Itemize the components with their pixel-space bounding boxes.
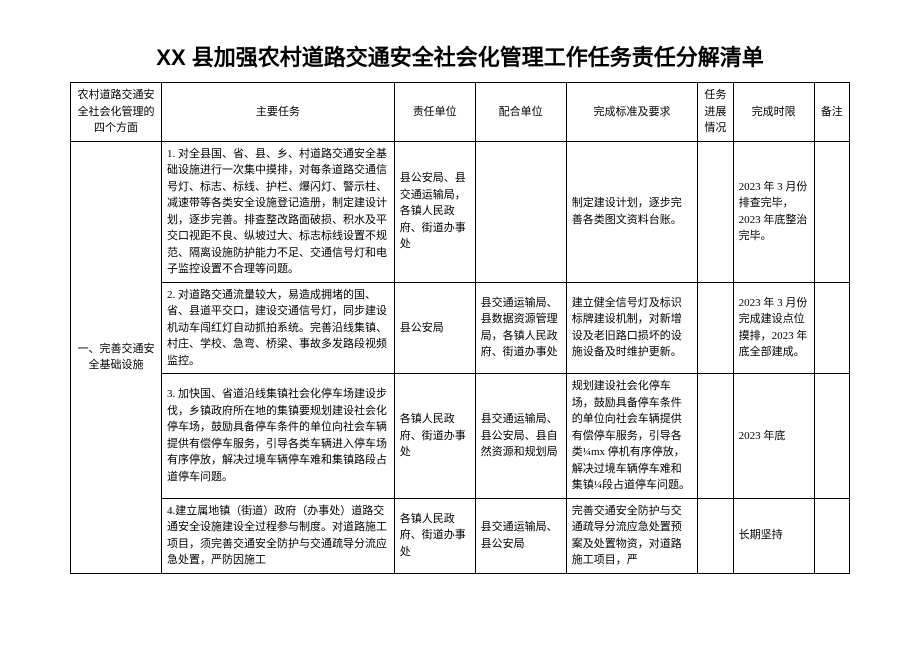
coop-cell: 县交通运输局、县数据资源管理局，各镇人民政府、街道办事处: [475, 282, 566, 374]
header-progress: 任务进展情况: [698, 83, 733, 142]
progress-cell: [698, 282, 733, 374]
table-row: 4.建立属地镇（街道）政府（办事处）道路交通安全设施建设全过程参与制度。对道路施…: [71, 498, 850, 573]
remark-cell: [814, 374, 849, 499]
remark-cell: [814, 141, 849, 282]
resp-cell: 各镇人民政府、街道办事处: [394, 498, 475, 573]
task-cell: 4.建立属地镇（街道）政府（办事处）道路交通安全设施建设全过程参与制度。对道路施…: [162, 498, 395, 573]
task-table: 农村道路交通安全社会化管理的四个方面 主要任务 责任单位 配合单位 完成标准及要…: [70, 82, 850, 574]
header-resp: 责任单位: [394, 83, 475, 142]
table-row: 2. 对道路交通流量较大，易造成拥堵的国、省、县道平交口，建设交通信号灯，同步建…: [71, 282, 850, 374]
header-task: 主要任务: [162, 83, 395, 142]
remark-cell: [814, 498, 849, 573]
task-cell: 2. 对道路交通流量较大，易造成拥堵的国、省、县道平交口，建设交通信号灯，同步建…: [162, 282, 395, 374]
table-row: 一、完善交通安全基础设施 1. 对全县国、省、县、乡、村道路交通安全基础设施进行…: [71, 141, 850, 282]
deadline-cell: 2023 年 3 月份完成建设点位摸排，2023 年底全部建成。: [733, 282, 814, 374]
task-cell: 3. 加快国、省道沿线集镇社会化停车场建设步伐，乡镇政府所在地的集镇要规划建设社…: [162, 374, 395, 499]
standard-cell: 规划建设社会化停车场，鼓励具备停车条件的单位向社会车辆提供有偿停车服务，引导各类…: [566, 374, 698, 499]
coop-cell: [475, 141, 566, 282]
resp-cell: 县公安局: [394, 282, 475, 374]
header-remark: 备注: [814, 83, 849, 142]
resp-cell: 县公安局、县交通运输局，各镇人民政府、街道办事处: [394, 141, 475, 282]
page-title: XX 县加强农村道路交通安全社会化管理工作任务责任分解清单: [70, 40, 850, 72]
standard-cell: 建立健全信号灯及标识标牌建设机制，对新增设及老旧路口损坏的设施设备及时维护更新。: [566, 282, 698, 374]
task-cell: 1. 对全县国、省、县、乡、村道路交通安全基础设施进行一次集中摸排，对每条道路交…: [162, 141, 395, 282]
aspect-cell: 一、完善交通安全基础设施: [71, 141, 162, 573]
header-row: 农村道路交通安全社会化管理的四个方面 主要任务 责任单位 配合单位 完成标准及要…: [71, 83, 850, 142]
deadline-cell: 2023 年 3 月份排查完毕，2023 年底整治完毕。: [733, 141, 814, 282]
header-coop: 配合单位: [475, 83, 566, 142]
progress-cell: [698, 498, 733, 573]
coop-cell: 县交通运输局、县公安局: [475, 498, 566, 573]
table-row: 3. 加快国、省道沿线集镇社会化停车场建设步伐，乡镇政府所在地的集镇要规划建设社…: [71, 374, 850, 499]
deadline-cell: 长期坚持: [733, 498, 814, 573]
progress-cell: [698, 141, 733, 282]
standard-cell: 制定建设计划，逐步完善各类图文资料台账。: [566, 141, 698, 282]
deadline-cell: 2023 年底: [733, 374, 814, 499]
progress-cell: [698, 374, 733, 499]
header-aspect: 农村道路交通安全社会化管理的四个方面: [71, 83, 162, 142]
standard-cell: 完善交通安全防护与交通疏导分流应急处置预案及处置物资，对道路施工项目，严: [566, 498, 698, 573]
coop-cell: 县交通运输局、县公安局、县自然资源和规划局: [475, 374, 566, 499]
remark-cell: [814, 282, 849, 374]
resp-cell: 各镇人民政府、街道办事处: [394, 374, 475, 499]
header-standard: 完成标准及要求: [566, 83, 698, 142]
header-deadline: 完成时限: [733, 83, 814, 142]
